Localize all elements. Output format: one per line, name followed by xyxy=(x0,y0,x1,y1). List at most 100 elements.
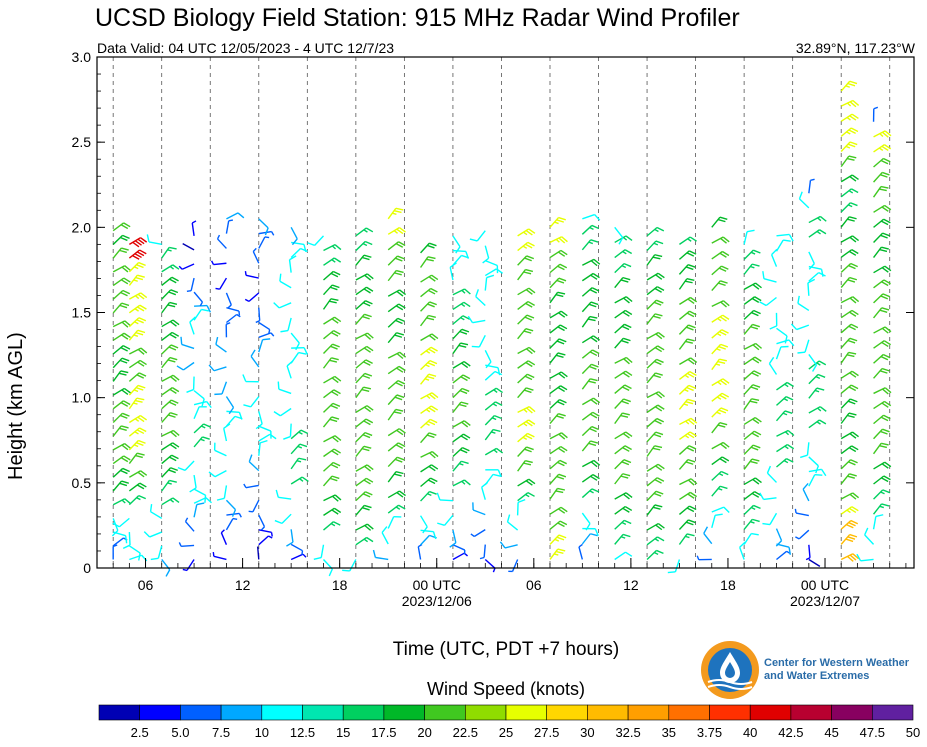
wind-barb xyxy=(646,391,665,399)
wind-barb xyxy=(161,399,179,410)
wind-barb xyxy=(549,277,567,289)
wind-barb xyxy=(808,473,823,487)
wind-barb xyxy=(549,459,567,470)
wind-barb xyxy=(805,544,811,561)
wind-barb xyxy=(808,387,825,399)
wind-barb xyxy=(743,296,762,305)
wind-barb xyxy=(517,241,535,252)
wind-barb xyxy=(452,447,470,458)
wind-barb xyxy=(225,517,238,531)
colorbar-label: 2.5 xyxy=(131,725,149,740)
wind-barb xyxy=(614,398,631,409)
wind-barb xyxy=(840,506,859,515)
wind-barb xyxy=(128,384,146,396)
wind-barb xyxy=(743,416,762,426)
wind-barb xyxy=(678,278,695,290)
wind-barb xyxy=(646,522,665,531)
wind-barb xyxy=(244,292,260,303)
wind-barb xyxy=(549,291,566,304)
wind-barb xyxy=(323,494,342,502)
wind-barb xyxy=(128,372,147,382)
wind-barb xyxy=(840,337,858,349)
wind-barb xyxy=(112,289,131,300)
wind-barb xyxy=(193,406,207,420)
wind-barb xyxy=(840,155,857,168)
wind-barb xyxy=(180,336,195,350)
wind-barb xyxy=(161,429,180,438)
wind-barb xyxy=(256,546,260,560)
wind-barb xyxy=(161,479,177,492)
wind-barb xyxy=(549,371,568,379)
wind-barb xyxy=(581,287,600,297)
wind-barb xyxy=(286,529,294,547)
wind-barb xyxy=(355,300,373,310)
wind-barb xyxy=(840,431,859,440)
wind-barb xyxy=(797,295,810,312)
cw3e-logo-line2: and Water Extremes xyxy=(764,670,870,682)
wind-barb xyxy=(161,454,179,465)
wind-barb xyxy=(872,442,889,455)
wind-barb xyxy=(646,331,665,340)
wind-barb xyxy=(216,234,227,249)
wind-barb xyxy=(743,384,761,395)
colorbar-label: 50 xyxy=(906,725,920,740)
wind-barb xyxy=(873,326,892,334)
wind-barb xyxy=(581,301,599,313)
wind-barb xyxy=(355,464,374,472)
wind-barb xyxy=(840,323,859,334)
wind-barb xyxy=(387,289,407,297)
wind-barb xyxy=(355,523,374,531)
colorbar-bin xyxy=(424,704,466,721)
wind-barb xyxy=(484,274,495,291)
wind-barb xyxy=(323,521,341,531)
wind-barb xyxy=(711,485,728,497)
wind-barb xyxy=(381,526,389,545)
wind-barb xyxy=(679,478,698,486)
wind-barb xyxy=(808,353,818,372)
y-axis-label: Height (km AGL) xyxy=(5,332,27,480)
wind-barb xyxy=(244,271,259,279)
wind-barb xyxy=(420,418,438,429)
wind-barb xyxy=(873,157,891,168)
wind-barb xyxy=(128,329,146,341)
wind-barb xyxy=(372,549,389,561)
wind-barb xyxy=(614,323,632,334)
wind-barb xyxy=(743,323,760,335)
wind-barb xyxy=(614,370,633,379)
wind-barb xyxy=(873,232,890,243)
wind-barb xyxy=(768,356,778,375)
wind-barb xyxy=(549,412,566,425)
wind-barb xyxy=(355,345,374,355)
wind-barb xyxy=(549,236,568,244)
wind-barb xyxy=(776,339,795,347)
wind-barbs xyxy=(111,80,892,577)
colorbar-bin xyxy=(464,704,507,721)
wind-barb xyxy=(290,227,298,246)
wind-barb xyxy=(646,417,665,428)
wind-barb xyxy=(840,80,858,92)
wind-barb xyxy=(840,235,860,243)
wind-barb xyxy=(258,535,273,546)
wind-barb xyxy=(189,474,197,493)
wind-barb xyxy=(387,394,405,406)
wind-barb xyxy=(242,374,259,383)
wind-barb xyxy=(252,247,260,264)
wind-barb xyxy=(873,265,892,274)
wind-barb xyxy=(322,298,339,310)
wind-barb xyxy=(766,465,777,483)
wind-barb xyxy=(193,390,205,407)
x-tick-date-label: 2023/12/07 xyxy=(790,593,860,609)
colorbar-label: 27.5 xyxy=(534,725,559,740)
wind-barb xyxy=(776,396,794,406)
cw3e-logo-line1: Center for Western Weather xyxy=(764,657,910,669)
wind-barb xyxy=(646,240,664,252)
wind-barb xyxy=(743,518,760,530)
wind-barb xyxy=(807,278,816,296)
wind-barb xyxy=(581,363,599,375)
wind-barb xyxy=(214,381,228,396)
colorbar-bin xyxy=(220,704,263,721)
wind-barb xyxy=(646,490,664,502)
wind-barb xyxy=(646,463,665,472)
wind-barb xyxy=(517,346,536,355)
colorbar-bin xyxy=(871,704,914,721)
